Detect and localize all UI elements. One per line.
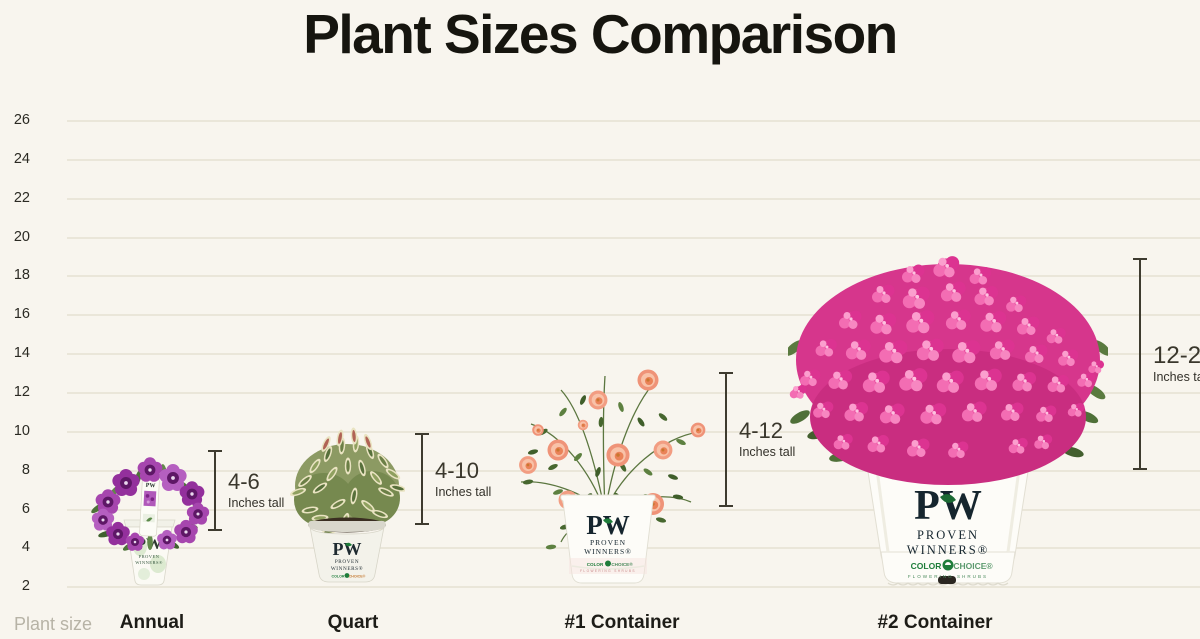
pot-text-winners: WINNERS® [331,565,363,572]
container1-plant-image: PW PROVEN WINNERS® COLOR CHOICE® FLOWERI… [519,369,706,584]
pot-text-proven: PROVEN [590,538,626,547]
pot-text-proven: PROVEN [335,559,359,565]
pot-text-choice: CHOICE® [611,561,633,567]
pot-text-choice: CHOICE® [349,575,366,579]
y-axis-tick: 20 [13,229,30,245]
gridline [67,431,1200,433]
height-range-label: 4-10 [435,457,480,483]
pot-text-color: COLOR [332,575,345,579]
y-axis-tick: 6 [21,501,30,517]
pot-text-proven: PROVEN [139,554,160,559]
measure-line [719,372,733,507]
quart-foliage [290,427,405,537]
gridline [67,586,1200,588]
y-axis-tick: 22 [13,190,30,206]
pot-text-choice: CHOICE® [953,561,993,571]
pot-logo-pw: PW [333,539,362,559]
gridline [67,392,1200,394]
category-label-quart: Quart [327,612,379,633]
y-axis-tick: 2 [21,578,30,594]
y-axis-tick: 12 [13,384,30,400]
pot-text-color: COLOR [587,562,604,567]
category-label-annual: Annual [119,612,185,633]
quart-plant-image: PW PROVEN WINNERS® COLOR CHOICE® [290,427,405,583]
height-range-label: 4-12 [739,418,784,443]
y-axis-tick: 14 [13,345,30,361]
height-unit-label: Inches tall [1153,369,1200,384]
y-axis-tick: 8 [21,462,30,478]
quart-pot: PW PROVEN WINNERS® COLOR CHOICE® [308,517,386,583]
container1-pot: PW PROVEN WINNERS® COLOR CHOICE® FLOWERI… [560,494,656,584]
y-axis-tick: 24 [13,151,30,167]
pot-text-winners: WINNERS® [135,560,163,565]
measure-line [1133,258,1147,470]
y-axis-tick: 4 [21,539,30,555]
pot-text-winners: WINNERS® [907,543,989,557]
category-label-container1: #1 Container [564,612,680,633]
height-unit-label: Inches tall [228,496,285,510]
pot-logo-pw: PW [914,483,982,529]
y-axis-tick: 26 [13,112,30,128]
y-axis-tick: 10 [13,423,30,439]
gridline [67,470,1200,472]
container2-flowers [789,256,1105,485]
pot-text-color: COLOR [911,561,942,571]
tag-logo-pw: PW [146,483,156,489]
pot-logo-pw: PW [586,510,630,540]
y-axis-tick: 16 [13,306,30,322]
pot-text-winners: WINNERS® [584,547,632,556]
gridline [67,159,1200,161]
annual-plant-tag: PW [139,477,160,537]
x-axis-title: Plant size [14,614,93,634]
height-unit-label: Inches tall [739,445,796,459]
measure-line [208,450,222,531]
gridline [67,120,1200,122]
chart-title: Plant Sizes Comparison [303,3,898,65]
pot-text-flowering-shrubs: FLOWERING SHRUBS [580,569,636,573]
gridline [67,237,1200,239]
container2-plant-image: PW PROVEN WINNERS® COLOR CHOICE® FLOWERI… [788,256,1108,586]
gridline [67,275,1200,277]
pot-text-proven: PROVEN [917,528,979,542]
measure-line [415,433,429,525]
y-axis-tick: 18 [13,267,30,283]
category-label-container2: #2 Container [877,612,993,633]
pot-text-flowering-shrubs: FLOWERING SHRUBS [908,574,988,579]
gridline [67,314,1200,316]
height-range-label: 12-24 [1153,341,1200,369]
gridline [67,198,1200,200]
height-unit-label: Inches tall [435,484,492,499]
annual-plant-image: PW PROVEN WINNERS® PW [89,457,210,586]
height-range-label: 4-6 [228,469,260,494]
gridline [67,353,1200,355]
